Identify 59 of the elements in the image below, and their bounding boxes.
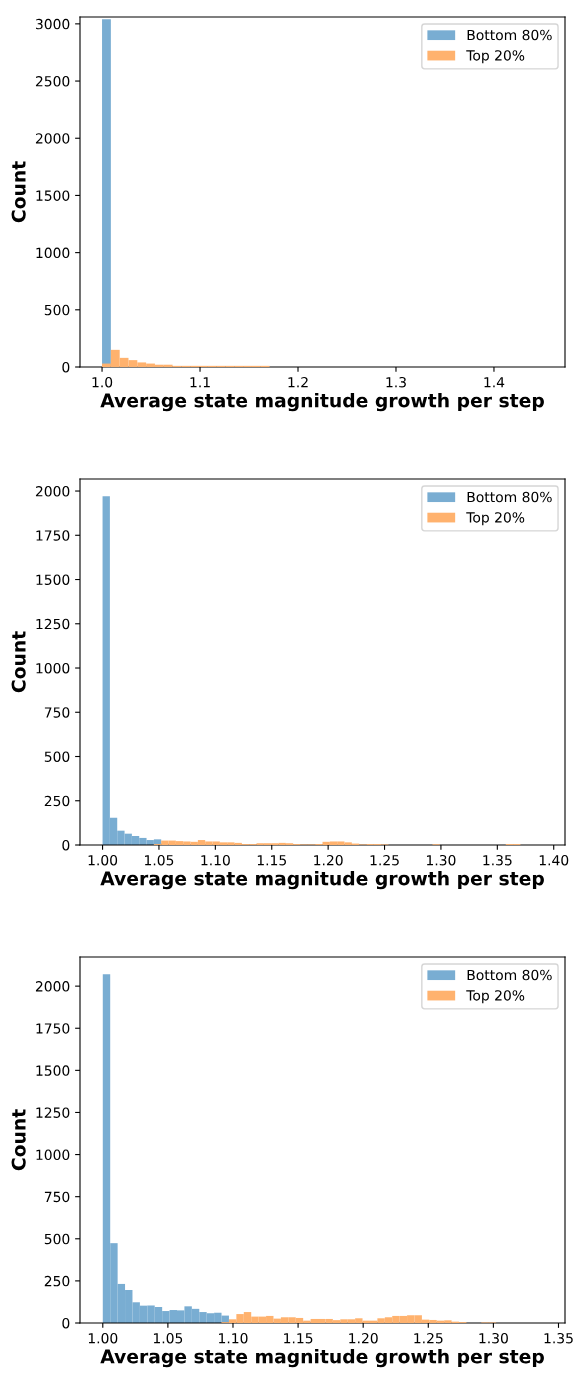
legend-label: Bottom 80% [467, 491, 552, 503]
x-tick-label: 1.30 [479, 1332, 508, 1344]
y-tick-label: 1250 [36, 618, 70, 630]
x-tick-label: 1.30 [426, 854, 456, 866]
legend-label: Bottom 80% [467, 969, 552, 981]
x-tick-label: 1.3 [386, 376, 406, 388]
y-tick-label: 3000 [35, 18, 70, 30]
x-tick-label: 1.1 [190, 377, 210, 388]
x-tick-label: 1.25 [370, 854, 399, 866]
y-tick-label: 2000 [35, 486, 70, 497]
x-tick-label: 1.35 [544, 1332, 573, 1344]
y-tick-label: 1750 [36, 530, 70, 541]
x-tick-label: 1.15 [257, 855, 286, 866]
x-axis-title: Average state magnitude growth per step [100, 392, 544, 412]
x-tick-label: 1.20 [349, 1332, 378, 1344]
y-tick-label: 2000 [35, 133, 70, 144]
x-tick-label: 1.0 [92, 376, 113, 388]
y-tick-label: 750 [44, 707, 70, 718]
y-tick-label: 1250 [36, 1107, 70, 1118]
x-tick-label: 1.10 [219, 1332, 248, 1344]
y-tick-label: 750 [44, 1191, 70, 1203]
y-axis-title: Count [11, 1109, 26, 1171]
legend-label: Top 20% [466, 512, 525, 526]
y-tick-label: 2500 [35, 76, 70, 87]
y-tick-label: 500 [44, 1233, 70, 1245]
y-tick-label: 0 [62, 361, 70, 373]
y-tick-label: 250 [44, 1275, 70, 1287]
y-tick-label: 1750 [36, 1023, 70, 1034]
y-tick-label: 1000 [36, 662, 70, 674]
y-tick-label: 250 [44, 795, 70, 807]
x-tick-label: 1.25 [414, 1332, 443, 1344]
x-tick-label: 1.4 [484, 377, 505, 388]
y-axis-title: Count [11, 161, 26, 223]
y-tick-label: 1000 [36, 1149, 70, 1161]
y-tick-label: 1500 [36, 574, 70, 585]
x-tick-label: 1.20 [314, 854, 343, 866]
x-tick-label: 1.2 [288, 376, 308, 388]
y-tick-label: 1500 [36, 1065, 70, 1076]
x-tick-label: 1.05 [153, 1332, 183, 1344]
x-tick-label: 1.05 [145, 854, 174, 866]
x-axis-title: Average state magnitude growth per step [100, 870, 544, 890]
legend-label: Top 20% [466, 990, 525, 1004]
y-tick-label: 500 [44, 304, 70, 316]
x-tick-label: 1.35 [483, 854, 512, 866]
y-tick-label: 2000 [35, 981, 70, 992]
legend-label: Bottom 80% [467, 29, 552, 41]
legend-label: Top 20% [466, 50, 525, 64]
x-tick-label: 1.00 [88, 854, 118, 866]
y-tick-label: 1500 [36, 190, 70, 201]
x-tick-label: 1.15 [284, 1333, 313, 1344]
x-tick-label: 1.40 [539, 854, 569, 866]
y-tick-label: 1000 [36, 247, 70, 259]
y-tick-label: 0 [62, 1317, 70, 1329]
x-tick-label: 1.10 [201, 854, 230, 866]
y-axis-title: Count [11, 631, 26, 693]
y-tick-label: 0 [62, 839, 70, 851]
y-tick-label: 500 [44, 751, 70, 762]
x-tick-label: 1.00 [88, 1332, 118, 1344]
x-axis-title: Average state magnitude growth per step [100, 1348, 544, 1368]
